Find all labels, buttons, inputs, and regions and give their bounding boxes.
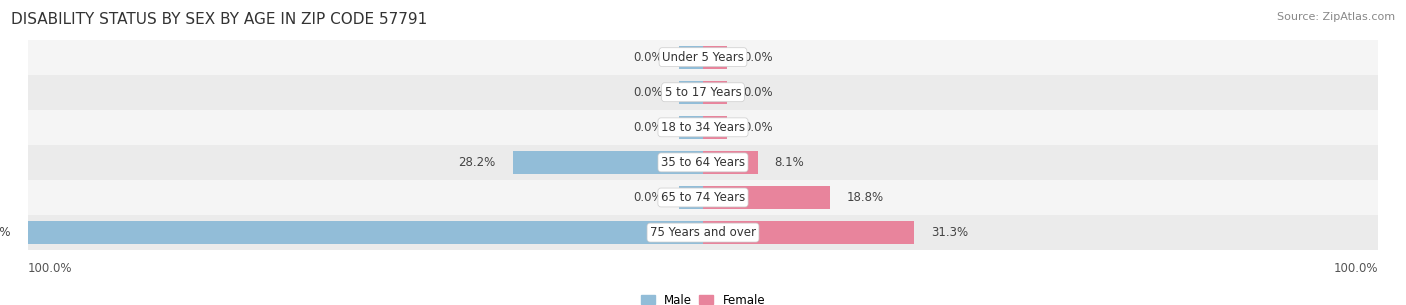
Text: 28.2%: 28.2% — [458, 156, 496, 169]
Text: 5 to 17 Years: 5 to 17 Years — [665, 86, 741, 99]
Text: 75 Years and over: 75 Years and over — [650, 226, 756, 239]
Bar — [703, 186, 830, 209]
Bar — [703, 221, 914, 244]
Text: Source: ZipAtlas.com: Source: ZipAtlas.com — [1277, 12, 1395, 22]
Bar — [28, 215, 1378, 250]
Text: 0.0%: 0.0% — [744, 51, 773, 64]
Bar — [28, 145, 1378, 180]
Text: 0.0%: 0.0% — [633, 51, 662, 64]
Text: 100.0%: 100.0% — [0, 226, 11, 239]
Bar — [28, 180, 1378, 215]
Bar — [703, 116, 727, 139]
Text: 35 to 64 Years: 35 to 64 Years — [661, 156, 745, 169]
Bar — [28, 221, 703, 244]
Bar — [703, 151, 758, 174]
Text: 0.0%: 0.0% — [633, 121, 662, 134]
Text: DISABILITY STATUS BY SEX BY AGE IN ZIP CODE 57791: DISABILITY STATUS BY SEX BY AGE IN ZIP C… — [11, 12, 427, 27]
Bar — [28, 40, 1378, 75]
Bar — [28, 110, 1378, 145]
Text: 0.0%: 0.0% — [633, 191, 662, 204]
Text: 18.8%: 18.8% — [846, 191, 884, 204]
Text: 18 to 34 Years: 18 to 34 Years — [661, 121, 745, 134]
Text: 100.0%: 100.0% — [1333, 262, 1378, 275]
Bar — [513, 151, 703, 174]
Bar — [679, 81, 703, 104]
Text: 0.0%: 0.0% — [633, 86, 662, 99]
Bar — [679, 116, 703, 139]
Text: 0.0%: 0.0% — [744, 121, 773, 134]
Legend: Male, Female: Male, Female — [636, 289, 770, 305]
Bar — [703, 81, 727, 104]
Bar — [703, 46, 727, 69]
Text: Under 5 Years: Under 5 Years — [662, 51, 744, 64]
Bar — [679, 186, 703, 209]
Bar — [28, 75, 1378, 110]
Bar — [679, 46, 703, 69]
Text: 8.1%: 8.1% — [775, 156, 804, 169]
Text: 100.0%: 100.0% — [28, 262, 73, 275]
Text: 0.0%: 0.0% — [744, 86, 773, 99]
Text: 31.3%: 31.3% — [931, 226, 969, 239]
Text: 65 to 74 Years: 65 to 74 Years — [661, 191, 745, 204]
